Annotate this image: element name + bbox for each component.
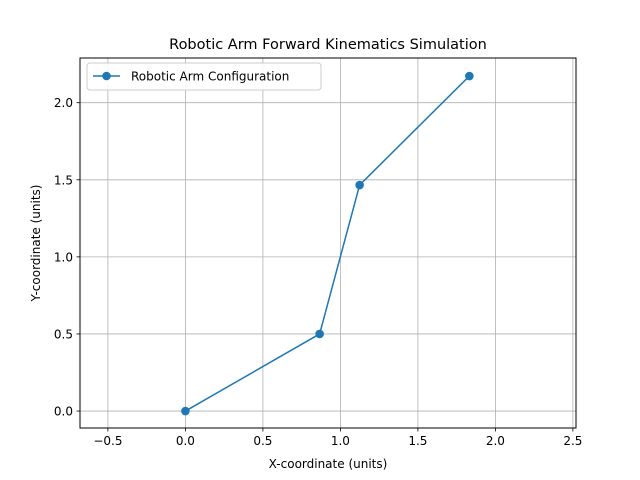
x-tick-label: 1.0	[331, 434, 350, 448]
x-tick-label: 2.5	[563, 434, 582, 448]
legend-box	[86, 62, 322, 91]
y-axis-label: Y-coordinate (units)	[29, 185, 43, 303]
data-point	[315, 329, 324, 339]
data-point	[465, 71, 474, 81]
plot-frame	[79, 57, 577, 429]
chart-title: Robotic Arm Forward Kinematics Simulatio…	[169, 37, 487, 53]
legend-marker-swatch	[102, 71, 111, 81]
data-point	[355, 180, 364, 190]
x-tick-label: 1.5	[408, 434, 427, 448]
x-tick-label: 0.5	[253, 434, 272, 448]
ticks: −0.5 0.0 0.5 1.0 1.5 2.0 2.5 0.0 0.5 1.0 1.5 2.0	[54, 96, 583, 448]
x-axis-label: X-coordinate (units)	[269, 457, 388, 471]
legend-label: Robotic Arm Configuration	[131, 70, 289, 84]
y-tick-label: 0.0	[54, 405, 73, 419]
y-tick-label: 1.5	[54, 173, 73, 187]
x-tick-label: −0.5	[93, 434, 122, 448]
x-tick-label: 0.0	[176, 434, 195, 448]
y-tick-label: 0.5	[54, 327, 73, 341]
grid	[80, 58, 576, 428]
data-point	[181, 406, 190, 416]
x-tick-label: 2.0	[486, 434, 505, 448]
y-tick-label: 2.0	[54, 96, 73, 110]
series-layer	[181, 71, 474, 416]
y-tick-label: 1.0	[54, 250, 73, 264]
series-line	[185, 75, 470, 412]
legend: Robotic Arm Configuration	[86, 62, 322, 91]
